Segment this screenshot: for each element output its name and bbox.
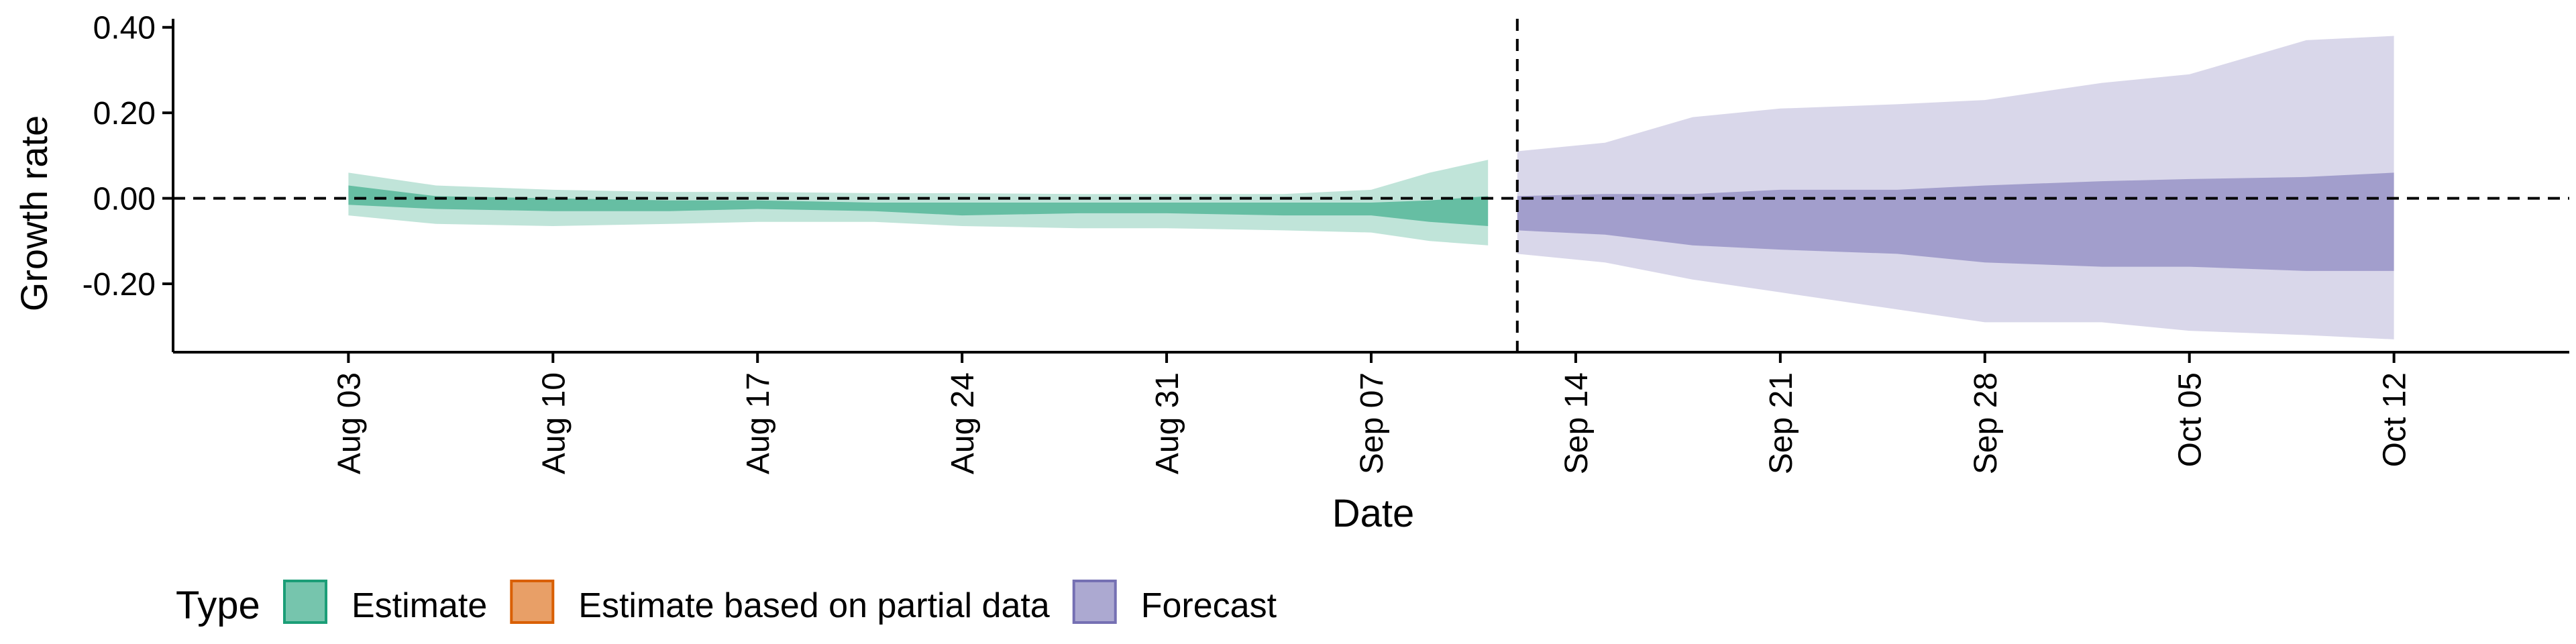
x-tick-label: Aug 31	[1150, 372, 1185, 474]
x-tick-label: Sep 07	[1354, 372, 1390, 474]
y-tick-label: -0.20	[83, 267, 156, 303]
y-tick-label: 0.20	[93, 96, 156, 131]
x-tick-label: Sep 21	[1764, 372, 1799, 474]
legend-label-estimate: Estimate	[352, 586, 487, 625]
y-axis-label: Growth rate	[13, 115, 55, 312]
estimate-inner-band	[348, 185, 1489, 226]
legend-swatch-estimate	[283, 580, 327, 624]
x-tick-label: Oct 05	[2173, 372, 2208, 467]
band-layer	[348, 36, 2394, 339]
x-tick-label: Aug 03	[331, 372, 367, 474]
x-tick-label: Aug 24	[945, 372, 981, 474]
x-tick-label: Aug 10	[536, 372, 572, 474]
y-tick-label: 0.40	[93, 11, 156, 46]
legend-label-forecast: Forecast	[1141, 586, 1277, 625]
y-tick-label: 0.00	[93, 182, 156, 217]
x-tick-group: Aug 03 Aug 10 Aug 17 Aug 24 Aug 31 Sep 07 Sep …	[331, 352, 2413, 474]
legend-swatch-estimate-based-on-partial-data	[510, 580, 555, 624]
x-tick-label: Sep 28	[1968, 372, 2004, 474]
legend-entries: Estimate Estimate based on partial data Fo…	[283, 580, 1277, 625]
x-axis-label: Date	[1332, 492, 1415, 535]
y-tick-group: 0.40 0.20 0.00 -0.20	[83, 11, 173, 303]
reference-lines	[173, 19, 2569, 352]
x-tick-label: Sep 14	[1559, 372, 1595, 474]
legend-swatch-forecast	[1072, 580, 1117, 624]
x-tick-label: Oct 12	[2377, 372, 2413, 467]
legend: Type Estimate Estimate based on partial d…	[176, 580, 1277, 627]
legend-title: Type	[176, 584, 260, 627]
x-tick-label: Aug 17	[741, 372, 776, 474]
legend-label-estimate-based-on-partial-data: Estimate based on partial data	[578, 586, 1050, 625]
